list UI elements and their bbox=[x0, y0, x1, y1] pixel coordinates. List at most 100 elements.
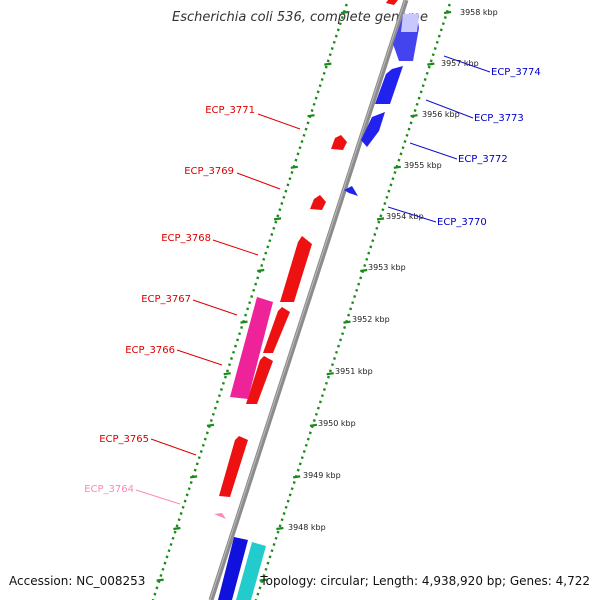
minor-tick bbox=[193, 468, 197, 472]
leader-ECP_3768 bbox=[212, 239, 259, 256]
leader-ECP_3769 bbox=[236, 172, 281, 190]
minor-tick bbox=[391, 177, 395, 181]
gene-label-ECP_3766[interactable]: ECP_3766 bbox=[125, 345, 175, 356]
gene-ECP_3771[interactable] bbox=[331, 135, 347, 150]
minor-tick bbox=[421, 84, 425, 88]
leader-ECP_3774 bbox=[443, 55, 491, 73]
minor-tick bbox=[211, 412, 215, 416]
minor-tick bbox=[369, 245, 373, 249]
minor-tick bbox=[353, 295, 357, 298]
minor-tick bbox=[272, 543, 276, 546]
minor-tick bbox=[337, 344, 341, 348]
minor-tick bbox=[203, 437, 207, 441]
minor-tick bbox=[314, 412, 318, 416]
minor-tick bbox=[417, 96, 421, 100]
genome-summary-text: Topology: circular; Length: 4,938,920 bp… bbox=[260, 574, 590, 588]
minor-tick bbox=[159, 574, 163, 577]
minor-tick bbox=[347, 313, 351, 317]
major-tick bbox=[410, 114, 418, 118]
minor-tick bbox=[290, 487, 294, 491]
minor-tick bbox=[284, 189, 288, 193]
minor-tick bbox=[227, 363, 231, 367]
leader-ECP_3772 bbox=[409, 142, 458, 160]
major-tick bbox=[273, 217, 282, 221]
minor-tick bbox=[371, 239, 375, 243]
gene-ECP_3764[interactable] bbox=[214, 513, 226, 519]
leader-ECP_3773 bbox=[425, 99, 474, 119]
minor-tick bbox=[359, 276, 363, 280]
minor-tick bbox=[336, 28, 340, 32]
major-tick bbox=[156, 578, 164, 582]
minor-tick bbox=[225, 369, 229, 373]
minor-tick bbox=[357, 282, 361, 286]
minor-tick bbox=[260, 264, 264, 267]
gene-label-ECP_3773[interactable]: ECP_3773 bbox=[474, 113, 524, 124]
gene-label-ECP_3768[interactable]: ECP_3768 bbox=[161, 233, 211, 244]
major-tick bbox=[376, 217, 385, 221]
scale-label: 3952 kbp bbox=[352, 315, 390, 324]
gene-ECP_3770[interactable] bbox=[344, 186, 358, 196]
gene-label-ECP_3772[interactable]: ECP_3772 bbox=[458, 154, 508, 165]
minor-tick bbox=[221, 381, 225, 385]
gene-bottom-blue[interactable] bbox=[218, 537, 248, 600]
minor-tick bbox=[318, 400, 322, 404]
gene-label-ECP_3771[interactable]: ECP_3771 bbox=[205, 105, 255, 116]
gene-ECP_3767[interactable] bbox=[263, 307, 290, 353]
minor-tick bbox=[171, 536, 175, 540]
gene-ECP_3773[interactable] bbox=[375, 66, 403, 104]
minor-tick bbox=[282, 195, 286, 199]
gene-label-ECP_3764[interactable]: ECP_3764 bbox=[84, 484, 134, 495]
minor-tick bbox=[296, 468, 300, 472]
minor-tick bbox=[298, 462, 302, 466]
minor-tick bbox=[296, 152, 300, 156]
minor-tick bbox=[333, 357, 336, 360]
gene-ECP_3769[interactable] bbox=[310, 195, 326, 210]
minor-tick bbox=[244, 313, 248, 317]
minor-tick bbox=[389, 183, 393, 187]
gene-ECP_3768[interactable] bbox=[280, 236, 312, 302]
minor-tick bbox=[254, 282, 258, 286]
minor-tick bbox=[377, 220, 381, 224]
minor-tick bbox=[339, 338, 343, 342]
leader-ECP_3766 bbox=[176, 349, 223, 366]
minor-tick bbox=[274, 220, 278, 224]
minor-tick bbox=[236, 338, 240, 342]
minor-tick bbox=[205, 431, 209, 435]
minor-tick bbox=[268, 239, 272, 243]
minor-tick bbox=[375, 226, 379, 230]
minor-tick bbox=[272, 226, 276, 230]
scale-labels: 3958 kbp 3957 kbp 3956 kbp 3955 kbp 3954… bbox=[288, 8, 498, 532]
minor-tick bbox=[355, 288, 359, 292]
minor-tick bbox=[324, 381, 328, 385]
minor-tick bbox=[409, 121, 413, 125]
minor-tick bbox=[153, 592, 157, 596]
gene-ECP_3766[interactable] bbox=[246, 356, 273, 404]
minor-tick bbox=[187, 487, 191, 491]
gene-label-ECP_3770[interactable]: ECP_3770 bbox=[437, 217, 487, 228]
minor-tick bbox=[179, 512, 183, 515]
gene-top-fragment[interactable] bbox=[386, 0, 398, 5]
gene-label-ECP_3765[interactable]: ECP_3765 bbox=[99, 434, 149, 445]
major-tick bbox=[324, 62, 332, 66]
minor-tick bbox=[320, 394, 324, 398]
gene-label-ECP_3774[interactable]: ECP_3774 bbox=[491, 67, 541, 78]
scale-label: 3956 kbp bbox=[422, 110, 460, 119]
minor-tick bbox=[183, 499, 187, 503]
major-tick bbox=[393, 165, 401, 169]
gene-pink-large[interactable] bbox=[230, 297, 273, 399]
gene-bottom-cyan[interactable] bbox=[236, 542, 266, 600]
gene-ECP_3772[interactable] bbox=[361, 112, 385, 147]
minor-tick bbox=[363, 264, 367, 267]
minor-tick bbox=[274, 536, 278, 540]
minor-tick bbox=[387, 189, 391, 193]
minor-tick bbox=[298, 146, 302, 150]
minor-tick bbox=[310, 109, 314, 112]
minor-tick bbox=[286, 499, 290, 503]
gene-label-ECP_3769[interactable]: ECP_3769 bbox=[184, 166, 234, 177]
minor-tick bbox=[181, 505, 185, 509]
gene-ECP_3765[interactable] bbox=[219, 436, 248, 497]
minor-tick bbox=[373, 233, 377, 236]
gene-label-ECP_3767[interactable]: ECP_3767 bbox=[141, 294, 191, 305]
minor-tick bbox=[302, 450, 306, 453]
minor-tick bbox=[322, 71, 326, 75]
